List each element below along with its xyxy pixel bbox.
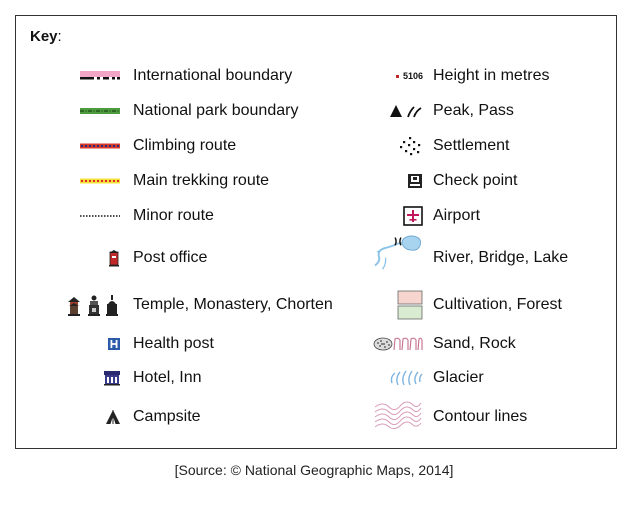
river-bridge-lake-icon bbox=[373, 235, 423, 270]
height-marker-icon: 5106 bbox=[373, 61, 423, 91]
cultivation-swatch bbox=[397, 290, 423, 305]
legend-label: International boundary bbox=[133, 67, 293, 84]
hotel-inn-icon bbox=[31, 363, 121, 393]
campsite-icon bbox=[31, 402, 121, 432]
health-post-icon bbox=[31, 329, 121, 359]
glacier-icon bbox=[373, 363, 423, 393]
cultivation-forest-swatches bbox=[373, 290, 423, 320]
height-marker-value: 5106 bbox=[402, 71, 423, 81]
airport-icon bbox=[373, 201, 423, 231]
check-point-icon bbox=[373, 166, 423, 196]
temple-monastery-chorten-icons bbox=[31, 290, 121, 320]
map-key-legend: Key: International boundary National par… bbox=[15, 15, 617, 449]
legend-label: Minor route bbox=[133, 207, 214, 224]
international-boundary-line bbox=[31, 61, 121, 91]
main-trekking-route-line bbox=[31, 166, 121, 196]
temple-icon bbox=[68, 297, 80, 316]
legend-label: Cultivation, Forest bbox=[433, 296, 562, 313]
sand-icon bbox=[373, 337, 393, 351]
legend-label: Hotel, Inn bbox=[133, 369, 202, 386]
forest-swatch bbox=[397, 305, 423, 320]
legend-label: Contour lines bbox=[433, 408, 528, 425]
legend-label: Health post bbox=[133, 335, 214, 352]
peak-icon bbox=[390, 105, 402, 117]
sand-rock-pattern bbox=[373, 329, 423, 359]
climbing-route-line bbox=[31, 131, 121, 161]
bridge-icon bbox=[394, 237, 402, 246]
legend-label: Sand, Rock bbox=[433, 335, 516, 352]
legend-label: National park boundary bbox=[133, 102, 299, 119]
source-caption: [Source: © National Geographic Maps, 201… bbox=[174, 462, 454, 478]
legend-label: River, Bridge, Lake bbox=[433, 249, 569, 266]
legend-label: Check point bbox=[433, 172, 518, 189]
legend-label: Main trekking route bbox=[133, 172, 270, 189]
minor-route-line bbox=[31, 201, 121, 231]
legend-label: Height in metres bbox=[433, 67, 550, 84]
legend-label: Campsite bbox=[133, 408, 201, 425]
legend-label: Airport bbox=[433, 207, 481, 224]
legend-label: Settlement bbox=[433, 137, 510, 154]
legend-label: Temple, Monastery, Chorten bbox=[133, 296, 333, 313]
settlement-dots-icon bbox=[373, 131, 423, 161]
post-office-icon bbox=[31, 243, 121, 273]
key-title: Key: bbox=[30, 28, 62, 45]
chorten-icon bbox=[106, 295, 118, 316]
legend-label: Post office bbox=[133, 249, 208, 266]
monastery-icon bbox=[88, 295, 100, 316]
pass-icon bbox=[407, 106, 422, 118]
legend-label: Climbing route bbox=[133, 137, 237, 154]
contour-lines-icon bbox=[373, 400, 423, 430]
national-park-boundary-line bbox=[31, 96, 121, 126]
legend-label: Glacier bbox=[433, 369, 484, 386]
rock-icon bbox=[393, 337, 423, 351]
peak-pass-icons bbox=[373, 96, 423, 126]
legend-label: Peak, Pass bbox=[433, 102, 514, 119]
